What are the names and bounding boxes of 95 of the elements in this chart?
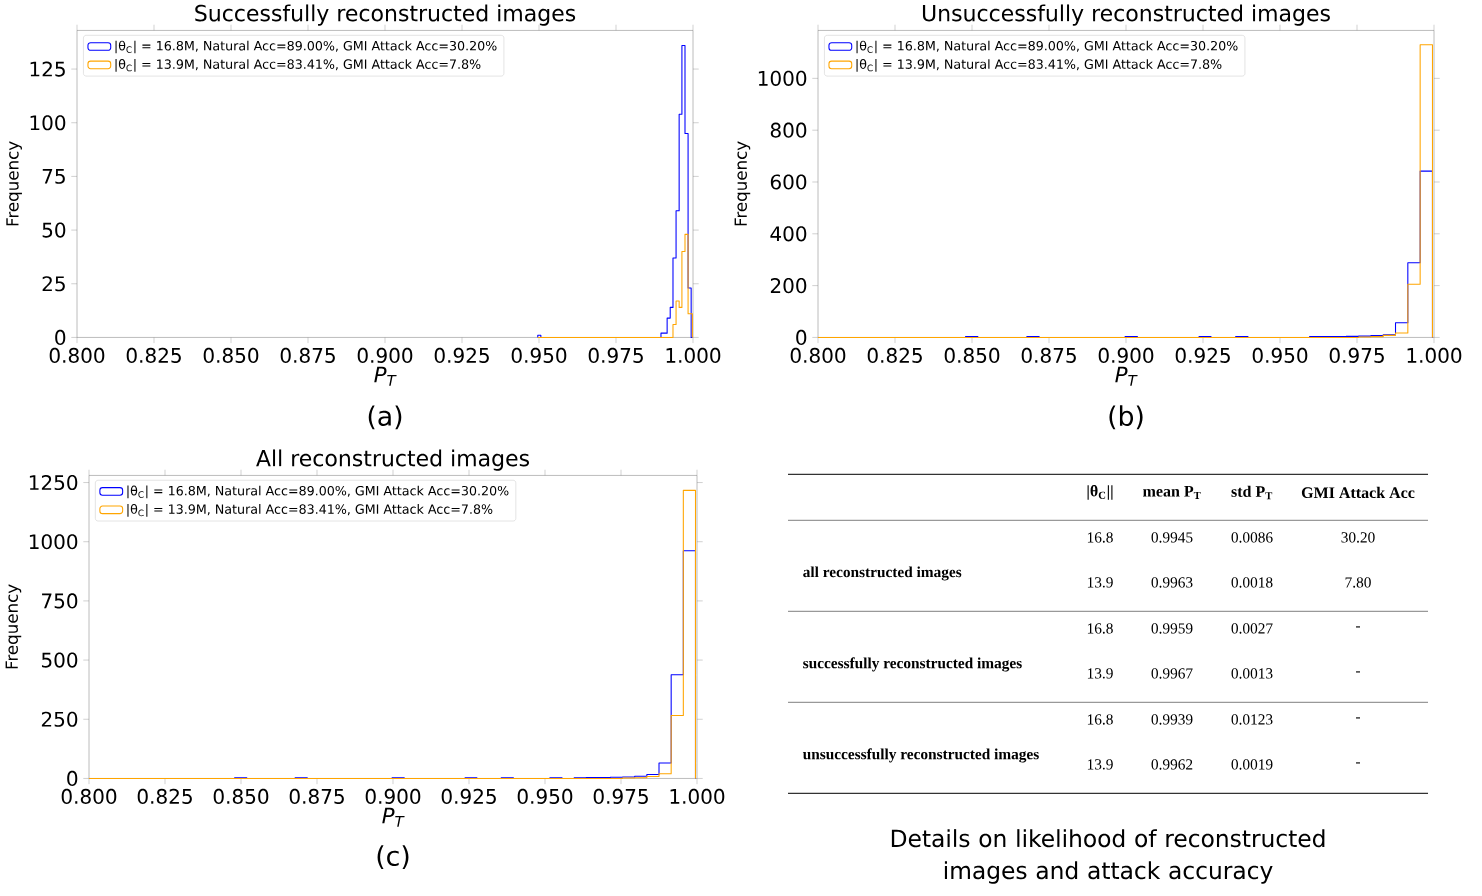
y-tick-label: 750 [42,593,78,609]
text: 0.9967 [1151,668,1193,679]
text: (c) [377,845,409,869]
x-tick-label: 0.900 [365,788,421,804]
y-axis-title: Frequency [6,141,22,226]
y-axis-title: Frequency [734,141,751,226]
text: - [1356,762,1361,764]
legend-label: |θ$_{C}$| = 16.8M, Natural Acc=89.00%, GMI Attack Acc=30.20% [127,485,509,499]
x-tick-label: 1.000 [1407,347,1462,363]
chart-title: Successfully reconstructed images [195,4,576,26]
x-tick-label: 0.875 [289,788,344,804]
text: (b) [1109,405,1143,429]
y-tick-label: 600 [770,174,807,190]
text: 0.9963 [1151,577,1193,588]
y-tick-label: 500 [41,652,78,668]
text: 0.0018 [1231,577,1273,588]
category-label: GMI Attack Acc [1301,486,1415,498]
y-tick-label: 1000 [758,70,807,86]
x-axis-title: P$_{T}$ [374,366,397,386]
x-tick-label: 0.850 [203,347,259,363]
text: 0.0123 [1231,714,1273,725]
text: 0.9939 [1151,714,1193,725]
x-tick-label: 0.825 [867,347,922,363]
y-tick-label: 400 [770,226,807,242]
y-tick-label: 200 [770,277,807,293]
x-tick-label: 0.925 [1175,347,1230,363]
text: - [1356,717,1361,719]
text: 0.0013 [1231,668,1273,679]
chart-title: All reconstructed images [256,449,530,471]
legend-label: |θ$_{C}$| = 16.8M, Natural Acc=89.00%, GMI Attack Acc=30.20% [115,40,497,54]
x-tick-label: 0.825 [126,347,181,363]
text: (a) [368,405,402,429]
x-tick-label: 0.875 [280,347,335,363]
y-tick-label: 75 [42,168,65,184]
x-tick-label: 0.800 [61,788,117,804]
x-tick-label: 0.950 [517,788,573,804]
legend-label: |θ$_{C}$| = 16.8M, Natural Acc=89.00%, GMI Attack Acc=30.20% [856,40,1238,54]
y-tick-label: 125 [30,61,65,77]
text: 0.9959 [1151,623,1193,634]
y-tick-label: 100 [30,114,66,131]
x-tick-label: 0.900 [357,347,413,363]
x-tick-label: 0.850 [944,347,1000,363]
text: 16.8 [1087,532,1113,543]
text: 0.0027 [1231,623,1273,634]
text: 0.9945 [1151,532,1193,543]
category-label: mean P$_{T}$ [1143,485,1201,499]
text: 13.9 [1087,759,1113,770]
x-tick-label: 0.800 [49,347,105,363]
y-tick-label: 1000 [29,533,78,550]
category-label: |θ$_{C}$|| [1087,484,1113,500]
text: - [1356,626,1361,628]
text: 13.9 [1087,577,1113,588]
category-label: all reconstructed images [803,566,962,581]
x-tick-label: 0.975 [593,788,648,804]
x-axis-title: P$_{T}$ [382,807,405,827]
category-label: unsuccessfully reconstructed images [802,748,1039,763]
text: 0.9962 [1151,759,1193,770]
text: 30.20 [1341,532,1375,543]
y-tick-label: 800 [770,122,807,138]
x-axis-title: P$_{T}$ [1115,366,1138,386]
x-tick-label: 0.975 [1329,347,1384,363]
text: 16.8 [1087,623,1113,634]
x-tick-label: 0.950 [1252,347,1308,363]
x-tick-label: 0.850 [213,788,269,804]
x-tick-label: 0.925 [441,788,496,804]
x-tick-label: 0.875 [1021,347,1076,363]
y-tick-label: 25 [42,275,65,292]
y-tick-label: 1250 [29,474,78,490]
legend-label: |θ$_{C}$| = 13.9M, Natural Acc=83.41%, GMI Attack Acc=7.8% [115,58,481,72]
y-tick-label: 50 [42,222,66,238]
x-tick-label: 0.975 [588,347,643,363]
x-tick-label: 1.000 [666,347,721,363]
y-tick-label: 0 [796,329,807,345]
x-tick-label: 0.825 [137,788,192,804]
y-tick-label: 0 [67,770,78,786]
chart-title: Unsuccessfully reconstructed images [922,4,1330,26]
text: - [1356,671,1361,673]
text: 13.9 [1087,668,1113,679]
y-tick-label: 250 [41,711,78,727]
legend-label: |θ$_{C}$| = 13.9M, Natural Acc=83.41%, GMI Attack Acc=7.8% [127,503,493,517]
category-label: successfully reconstructed images [803,657,1022,672]
x-tick-label: 0.925 [434,347,489,363]
text: Details on likelihood of reconstructed images and attack accuracy [891,828,1325,884]
legend-label: |θ$_{C}$| = 13.9M, Natural Acc=83.41%, GMI Attack Acc=7.8% [856,58,1222,72]
y-axis-title: Frequency [5,584,22,669]
text: 0.0086 [1231,532,1273,543]
text: 16.8 [1087,714,1113,725]
text: 7.80 [1345,577,1371,588]
x-tick-label: 0.950 [511,347,567,363]
x-tick-label: 0.900 [1098,347,1154,363]
text: 0.0019 [1231,759,1273,770]
x-tick-label: 0.800 [790,347,846,363]
category-label: std P$_{T}$ [1231,485,1273,499]
y-tick-label: 0 [55,329,66,345]
x-tick-label: 1.000 [670,788,725,804]
